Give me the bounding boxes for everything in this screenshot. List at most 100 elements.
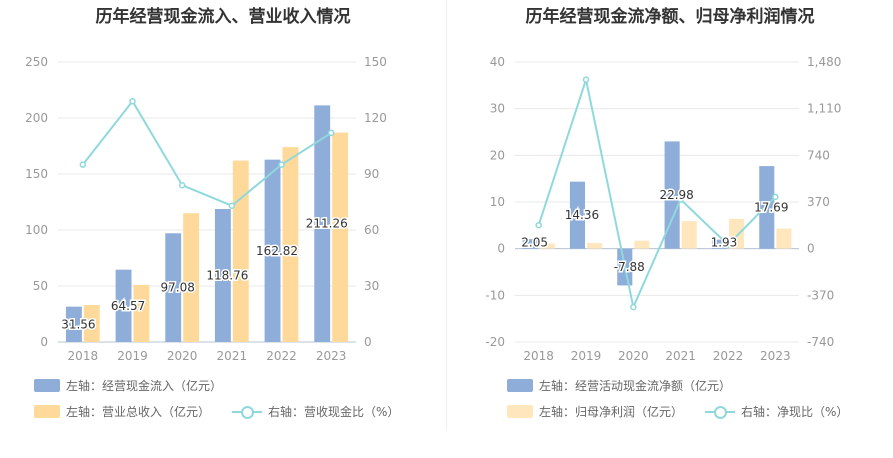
bar-series-1	[314, 105, 331, 343]
y-right-tick-label: 60	[364, 223, 379, 237]
y-right-tick-label: 30	[364, 279, 379, 293]
y-left-tick-label: -10	[485, 288, 505, 302]
chart-title: 历年经营现金流净额、归母净利润情况	[525, 7, 815, 27]
x-tick-label: 2022	[713, 349, 744, 363]
bar-series-1	[522, 239, 538, 249]
legend-label-cash-inflow[interactable]: 左轴：经营现金流入（亿元）	[66, 379, 223, 393]
bar-series-2	[282, 147, 299, 342]
legend-label-revenue[interactable]: 左轴：营业总收入（亿元）	[66, 405, 211, 419]
bar-series-1	[214, 208, 231, 342]
x-tick-label: 2019	[571, 349, 602, 363]
data-label: 2.05	[521, 236, 548, 250]
chart-panel-right: 历年经营现金流净额、归母净利润情况 -20 -10 0 10 20 30 40 -740 -37…	[447, 0, 893, 458]
y-right-tick-label: -740	[807, 335, 834, 349]
data-label: 211.26	[306, 217, 348, 231]
bar-series-1	[165, 233, 182, 342]
x-tick-label: 2020	[167, 349, 198, 363]
chart-title: 历年经营现金流入、营业收入情况	[95, 7, 351, 27]
legend-line-icon	[705, 405, 736, 419]
y-right-tick-label: 0	[364, 335, 372, 349]
bar-series-1	[264, 159, 281, 342]
line-point	[535, 221, 542, 229]
line-point	[724, 241, 732, 249]
data-label: 118.76	[206, 268, 248, 282]
line-point	[278, 161, 285, 168]
data-label: 162.82	[256, 244, 298, 258]
x-tick-label: 2022	[266, 349, 297, 363]
y-right-tick-label: 150	[364, 55, 387, 69]
line-series	[82, 99, 332, 207]
legend-row-2: 左轴：归母净利润（亿元） 右轴：净现比（%）	[507, 403, 848, 420]
legend-swatch-cash-inflow	[34, 379, 60, 392]
legend-swatch-revenue	[34, 405, 60, 418]
y-left-tick-label: 40	[490, 55, 505, 69]
bar-series-2	[232, 160, 249, 342]
bar-series-1	[711, 239, 727, 249]
y-left-tick-label: 200	[25, 111, 48, 125]
bar-series-1	[664, 141, 680, 249]
y-left-tick-label: 250	[25, 55, 48, 69]
y-right-tick-label: 0	[807, 242, 815, 256]
x-tick-label: 2019	[117, 349, 148, 363]
data-label: 17.69	[754, 200, 788, 214]
y-left-tick-label: 10	[490, 195, 505, 209]
y-left-tick-label: 0	[40, 335, 48, 349]
panel-divider	[446, 0, 447, 430]
y-right-tick-label: 1,480	[807, 55, 841, 69]
chart-panel-left: 历年经营现金流入、营业收入情况 0 50 100 150 200 250 0 30 60 90 12…	[0, 0, 446, 458]
y-right-tick-label: 1,110	[807, 102, 841, 116]
legend-label-net-profit[interactable]: 左轴：归母净利润（亿元）	[539, 405, 684, 419]
bar-series-2	[183, 213, 200, 342]
line-point	[178, 181, 186, 189]
bar-series-2	[332, 132, 349, 342]
y-left-tick-label: -20	[485, 335, 505, 349]
y-left-tick-label: 0	[497, 242, 505, 256]
line-point	[79, 161, 87, 168]
line-series	[537, 75, 777, 311]
y-left-tick-label: 30	[490, 102, 505, 116]
x-tick-label: 2023	[316, 349, 347, 363]
bar-series-2	[133, 284, 150, 342]
bar-series-2	[587, 243, 603, 249]
data-label: 22.98	[659, 188, 693, 202]
x-tick-label: 2018	[68, 349, 99, 363]
line-point	[630, 303, 637, 311]
data-label: 14.36	[565, 208, 599, 222]
legend-row-1: 左轴：经营活动现金流净额（亿元）	[507, 377, 731, 394]
bar-series-2	[83, 305, 100, 342]
x-tick-label: 2021	[665, 349, 696, 363]
legend-line-icon	[232, 405, 263, 419]
legend-label-ratio[interactable]: 右轴：营收现金比（%）	[268, 405, 400, 419]
bar-series-1	[569, 181, 585, 249]
y-left-tick-label: 20	[490, 148, 505, 162]
bar-series-2	[634, 240, 650, 249]
legend-label-net-cash[interactable]: 左轴：经营活动现金流净额（亿元）	[539, 379, 732, 393]
legend-row-1: 左轴：经营现金流入（亿元）	[34, 377, 222, 394]
y-left-tick-label: 100	[25, 223, 48, 237]
legend-row-2: 左轴：营业总收入（亿元） 右轴：营收现金比（%）	[34, 403, 399, 420]
line-point	[327, 129, 335, 137]
data-label: 1.93	[711, 236, 738, 250]
legend-swatch-net-profit	[507, 405, 533, 418]
y-right-tick-label: 120	[364, 111, 387, 125]
legend-label-net-ratio[interactable]: 右轴：净现比（%）	[741, 405, 849, 419]
line-point	[228, 202, 236, 209]
bar-series-2	[776, 228, 792, 249]
line-point	[772, 193, 779, 201]
bar-series-1	[759, 166, 775, 249]
chart-left-svg: 0 50 100 150 200 250 0 30 60 90 120 150 2018 2019 2020…	[25, 55, 387, 363]
line-point	[677, 196, 684, 203]
bar-series-2	[681, 221, 697, 249]
legend-swatch-net-cash	[507, 379, 533, 392]
x-tick-label: 2020	[618, 349, 649, 363]
bar-series-1	[65, 306, 82, 342]
y-right-tick-label: 90	[364, 167, 379, 181]
chart-right-svg: -20 -10 0 10 20 30 40 -740 -370 0 370 740 1,110 1,480…	[485, 55, 841, 363]
line-point	[129, 97, 136, 105]
x-tick-label: 2018	[523, 349, 554, 363]
data-label: 31.56	[61, 317, 95, 331]
data-label: 97.08	[161, 281, 195, 295]
bar-series-1	[115, 269, 132, 342]
y-right-tick-label: 740	[807, 148, 830, 162]
y-left-tick-label: 150	[25, 167, 48, 181]
